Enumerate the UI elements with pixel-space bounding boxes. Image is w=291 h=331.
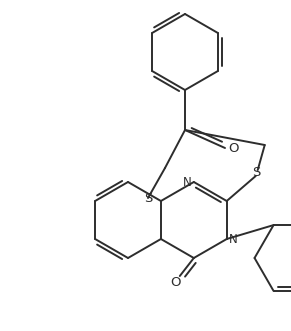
Text: N: N <box>183 175 192 188</box>
Text: S: S <box>144 192 152 205</box>
Text: N: N <box>229 232 237 246</box>
Text: O: O <box>228 141 239 155</box>
Text: O: O <box>171 275 181 289</box>
Text: S: S <box>253 166 261 179</box>
